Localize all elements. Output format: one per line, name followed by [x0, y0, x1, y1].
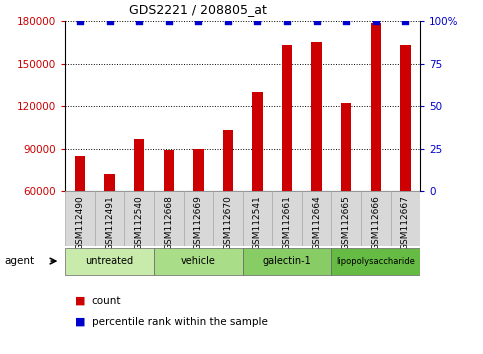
Point [165, 18, 172, 24]
Bar [391, 191, 420, 246]
Bar [154, 247, 243, 275]
Text: lipopolysaccharide: lipopolysaccharide [336, 257, 415, 266]
Bar [134, 139, 144, 191]
Bar [370, 23, 381, 191]
Bar [65, 247, 154, 275]
Point [372, 18, 380, 24]
Point [135, 18, 143, 24]
Text: GSM112667: GSM112667 [401, 195, 410, 250]
Bar [331, 247, 420, 275]
Text: count: count [92, 296, 121, 306]
Text: GSM112665: GSM112665 [342, 195, 351, 250]
Text: GDS2221 / 208805_at: GDS2221 / 208805_at [129, 3, 267, 16]
Text: GSM112668: GSM112668 [164, 195, 173, 250]
Bar [361, 191, 391, 246]
Text: vehicle: vehicle [181, 256, 216, 266]
Bar [272, 191, 302, 246]
Text: GSM112491: GSM112491 [105, 195, 114, 250]
Bar [65, 191, 95, 246]
Text: GSM112541: GSM112541 [253, 195, 262, 250]
Bar [312, 42, 322, 191]
Bar [302, 191, 331, 246]
Text: GSM112664: GSM112664 [312, 195, 321, 250]
Point [224, 18, 232, 24]
Point [342, 18, 350, 24]
Point [106, 18, 114, 24]
Bar [242, 191, 272, 246]
Bar [154, 191, 184, 246]
Bar [213, 191, 242, 246]
Text: GSM112669: GSM112669 [194, 195, 203, 250]
Bar [164, 150, 174, 191]
Bar [184, 191, 213, 246]
Text: agent: agent [5, 256, 35, 266]
Bar [252, 92, 263, 191]
Point [254, 18, 261, 24]
Bar [223, 130, 233, 191]
Text: untreated: untreated [85, 256, 134, 266]
Bar [242, 247, 331, 275]
Bar [331, 191, 361, 246]
Bar [95, 191, 125, 246]
Point [401, 18, 409, 24]
Text: GSM112661: GSM112661 [283, 195, 292, 250]
Bar [193, 149, 203, 191]
Text: galectin-1: galectin-1 [263, 256, 312, 266]
Text: GSM112670: GSM112670 [224, 195, 232, 250]
Text: GSM112666: GSM112666 [371, 195, 380, 250]
Bar [400, 45, 411, 191]
Text: percentile rank within the sample: percentile rank within the sample [92, 317, 268, 327]
Point [195, 18, 202, 24]
Point [76, 18, 84, 24]
Bar [282, 45, 292, 191]
Bar [104, 174, 115, 191]
Point [313, 18, 321, 24]
Text: ■: ■ [75, 296, 85, 306]
Point [283, 18, 291, 24]
Text: ■: ■ [75, 317, 85, 327]
Text: GSM112490: GSM112490 [75, 195, 85, 250]
Bar [75, 156, 85, 191]
Text: GSM112540: GSM112540 [135, 195, 143, 250]
Bar [125, 191, 154, 246]
Bar [341, 103, 352, 191]
